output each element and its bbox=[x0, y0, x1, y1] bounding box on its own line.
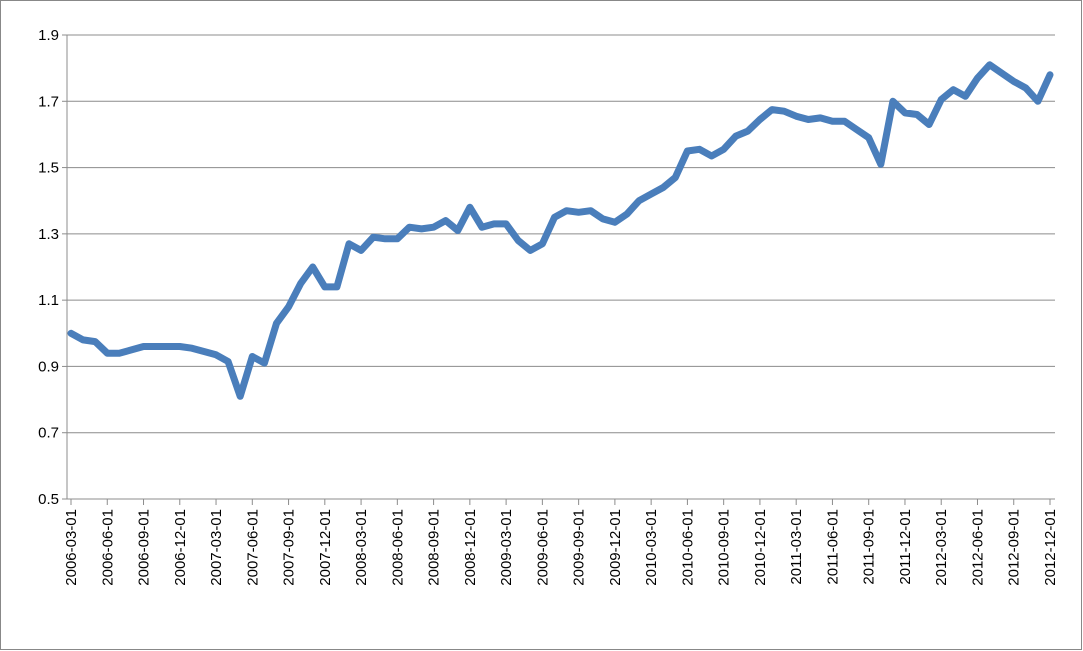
x-tick-label: 2007-12-01 bbox=[317, 509, 334, 586]
x-tick-label: 2008-09-01 bbox=[426, 509, 443, 586]
y-tick-label: 1.1 bbox=[38, 292, 59, 309]
y-tick-label: 1.9 bbox=[38, 27, 59, 44]
x-tick-label: 2010-09-01 bbox=[716, 509, 733, 586]
x-tick-label: 2012-09-01 bbox=[1006, 509, 1023, 586]
x-tick-label: 2009-03-01 bbox=[498, 509, 515, 586]
y-tick-label: 1.7 bbox=[38, 93, 59, 110]
x-tick-label: 2011-09-01 bbox=[861, 509, 878, 585]
y-tick-label: 0.7 bbox=[38, 425, 59, 442]
data-line bbox=[67, 61, 1054, 400]
x-tick-label: 2011-06-01 bbox=[824, 509, 841, 585]
x-tick-label: 2012-06-01 bbox=[969, 509, 986, 586]
x-tick-label: 2009-06-01 bbox=[534, 509, 551, 586]
y-tick-label: 0.9 bbox=[38, 358, 59, 375]
y-tick-label: 1.3 bbox=[38, 226, 59, 243]
x-tick-label: 2009-12-01 bbox=[607, 509, 624, 586]
x-tick-label: 2008-03-01 bbox=[353, 509, 370, 586]
x-tick-label: 2008-06-01 bbox=[389, 509, 406, 586]
x-tick-label: 2007-03-01 bbox=[208, 509, 225, 586]
x-tick-label: 2008-12-01 bbox=[462, 509, 479, 586]
x-tick-label: 2006-06-01 bbox=[99, 509, 116, 586]
x-tick-label: 2010-12-01 bbox=[752, 509, 769, 586]
x-tick-label: 2012-12-01 bbox=[1042, 509, 1059, 586]
x-tick-label: 2010-06-01 bbox=[679, 509, 696, 586]
y-tick-label: 0.5 bbox=[38, 491, 59, 508]
x-tick-label: 2007-06-01 bbox=[244, 509, 261, 586]
x-tick-label: 2010-03-01 bbox=[643, 509, 660, 586]
x-tick-label: 2006-09-01 bbox=[136, 509, 153, 586]
x-tick-label: 2009-09-01 bbox=[571, 509, 588, 586]
x-tick-label: 2007-09-01 bbox=[281, 509, 298, 586]
y-tick-label: 1.5 bbox=[38, 160, 59, 177]
x-tick-label: 2006-03-01 bbox=[63, 509, 80, 586]
x-tick-label: 2006-12-01 bbox=[172, 509, 189, 586]
x-tick-label: 2012-03-01 bbox=[933, 509, 950, 586]
x-tick-label: 2011-03-01 bbox=[788, 509, 805, 585]
x-tick-label: 2011-12-01 bbox=[897, 509, 914, 585]
